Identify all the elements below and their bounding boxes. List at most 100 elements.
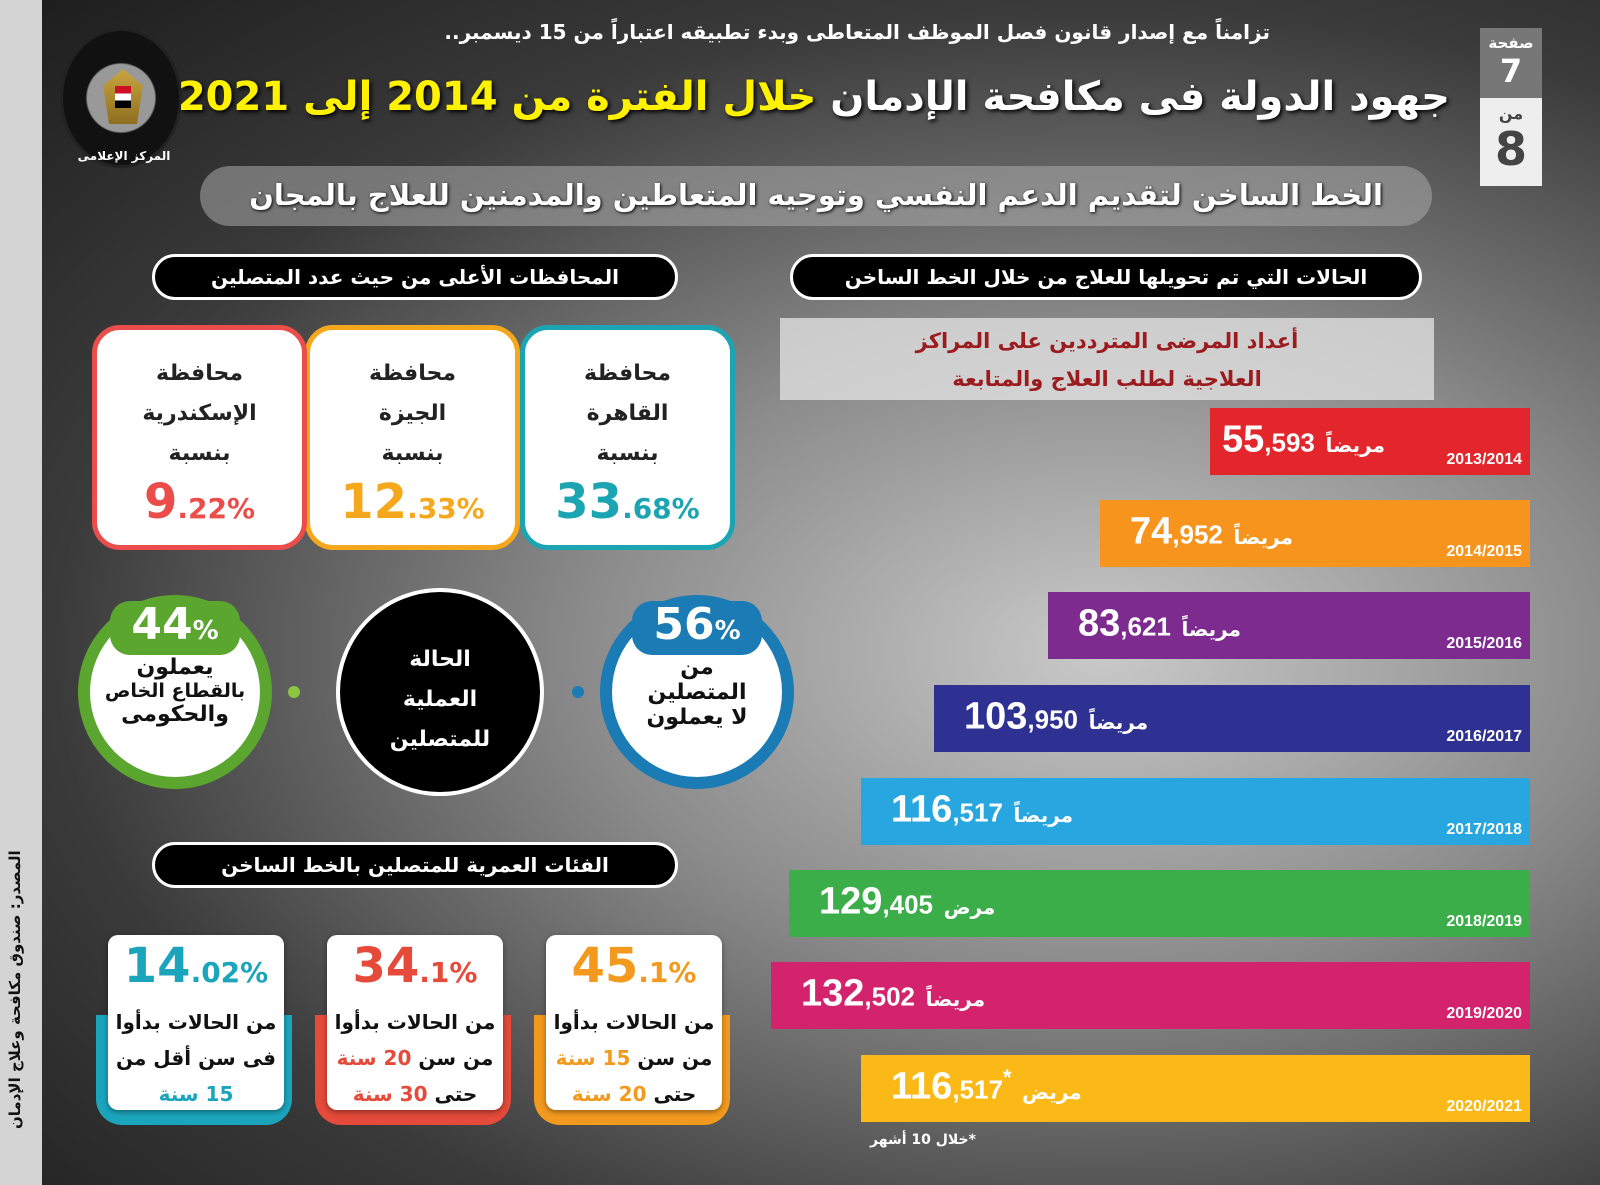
gov-pct: 12.33% [310,474,515,537]
bar-unit: مريضاً [1088,709,1149,734]
age-line: من سن 15 سنة [546,1040,722,1076]
bar-value: مريضاً 132,502 [801,972,991,1016]
referral-bar: 2014/2015 مريضاً 74,952 [1100,500,1530,567]
age-card: 34.1% من الحالات بدأوا من سن 20 سنة حتى … [327,935,503,1110]
page-label: صفحة [1488,34,1534,52]
bar-value-small: ,517 [952,797,1003,828]
bar-value-small: ,502 [864,981,916,1012]
bar-unit: مريضاً [1013,802,1074,827]
gov-line: بنسبة [381,441,444,466]
age-value: 15 سنة [158,1082,234,1106]
gov-line: محافظة [156,361,243,386]
bar-star: * [1002,1065,1012,1090]
bar-value: مريضاً 103,950 [964,695,1154,739]
referral-bar: 2018/2019 مرض 129,405 [789,870,1530,937]
pct-small: .68% [622,492,700,525]
referral-bar: 2013/2014 مريضاً 55,593 [1210,408,1530,475]
gov-pct: 9.22% [97,474,302,537]
bar-value-small: ,593 [1264,427,1315,458]
gov-name: القاهرة [586,401,669,426]
bar-year: 2013/2014 [1446,451,1522,468]
bar-value-big: 55 [1222,418,1265,461]
referral-bar: 2015/2016 مريضاً 83,621 [1048,592,1530,659]
gov-name: الإسكندرية [142,401,257,426]
governorate-card: محافظة الجيزة بنسبة 12.33% [305,325,520,550]
age-line: من الحالات بدأوا [115,1010,277,1034]
subheading-line: أعداد المرضى المترددين على المراكز [915,329,1299,353]
referrals-heading: الحالات التي تم تحويلها للعلاج من خلال ا… [790,254,1422,300]
age-text: فى سن أقل من [115,1046,277,1070]
pct-small: .1% [419,956,478,989]
employed-pct: 44 [131,599,193,650]
source-credit: المصدر: صندوق مكافحة وعلاج الإدمان [6,850,24,1130]
bar-value-big: 116 [891,788,953,831]
bar-value-big: 116 [891,1065,953,1108]
bar-value-small: ,621 [1120,611,1171,642]
pct-big: 14 [123,938,191,994]
ages-heading: الفئات العمرية للمتصلين بالخط الساخن [152,842,678,888]
referral-bar: 2017/2018 مريضاً 116,517 [861,778,1530,845]
pct-big: 12 [340,474,408,530]
center-line: الحالة [409,647,471,672]
age-text: حتى [427,1082,478,1106]
referral-bar: 2019/2020 مريضاً 132,502 [771,962,1530,1029]
bar-value-big: 129 [819,880,883,923]
age-card: 45.1% من الحالات بدأوا من سن 15 سنة حتى … [546,935,722,1110]
gov-line: بنسبة [168,441,231,466]
age-value: 15 سنة [555,1046,631,1070]
age-text: حتى [646,1082,697,1106]
employment-status-circle: الحالة العملية للمتصلين [336,588,544,796]
age-line: من الحالات بدأوا [334,1010,496,1034]
age-pct: 14.02% [108,935,284,1004]
governorates-heading: المحافظات الأعلى من حيث عدد المتصلين [152,254,678,300]
bar-value-big: 103 [964,695,1028,738]
bar-unit: مريض [1022,1079,1082,1104]
age-pct: 45.1% [546,935,722,1004]
page-total: 8 [1494,122,1527,176]
bar-year: 2019/2020 [1446,1005,1522,1022]
unemployed-line: المتصلين [647,680,747,705]
age-card: 14.02% من الحالات بدأوا فى سن أقل من 15 … [108,935,284,1110]
bar-value: مريضاً 116,517 [891,788,1079,832]
gov-name: الجيزة [378,401,447,426]
footnote: *خلال 10 أشهر [870,1132,976,1148]
age-value: 20 سنة [336,1046,412,1070]
age-value: 20 سنة [571,1082,647,1106]
bar-unit: مريضاً [925,986,986,1011]
bar-value-small: ,517 [952,1074,1003,1105]
bar-value: مريض * 116,517 [891,1065,1088,1109]
employed-circle: 44% يعملون بالقطاع الخاص والحكومى [78,595,272,789]
bar-unit: مريضاً [1181,616,1242,641]
page-indicator: صفحة 7 من 8 [1480,28,1542,188]
page-of-label: من [1498,104,1524,123]
age-line: حتى 30 سنة [327,1076,503,1112]
gov-line: بنسبة [596,441,659,466]
flag-icon [115,86,131,108]
pct-small: .33% [407,492,485,525]
bar-year: 2014/2015 [1446,543,1522,560]
bar-unit: مرض [943,894,996,919]
unemployed-circle: 56% من المتصلين لا يعملون [600,595,794,789]
bar-value-big: 83 [1078,602,1121,645]
age-pct: 34.1% [327,935,503,1004]
age-line: 15 سنة [108,1076,284,1112]
bar-year: 2020/2021 [1446,1098,1522,1115]
unemployed-line: من [680,655,714,680]
age-value: 30 سنة [352,1082,428,1106]
center-line: للمتصلين [389,727,491,752]
connector-dot-icon [288,686,300,698]
bar-year: 2015/2016 [1446,635,1522,652]
referral-bar: 2016/2017 مريضاً 103,950 [934,685,1530,752]
gov-pct: 33.68% [525,474,730,537]
pct-small: .22% [177,492,256,525]
bar-value-small: ,952 [1172,519,1223,550]
pct-big: 33 [555,474,623,530]
bar-value: مرض 129,405 [819,880,1001,924]
referrals-subheading: أعداد المرضى المترددين على المراكز العلا… [780,318,1434,400]
pct-big: 45 [571,938,639,994]
bar-value: مريضاً 55,593 [1222,418,1391,462]
employed-line: والحكومى [121,702,229,727]
bar-value-big: 132 [801,972,865,1015]
page-title: جهود الدولة فى مكافحة الإدمان خلال الفتر… [178,74,1451,120]
hotline-banner: الخط الساخن لتقديم الدعم النفسي وتوجيه ا… [200,166,1432,226]
